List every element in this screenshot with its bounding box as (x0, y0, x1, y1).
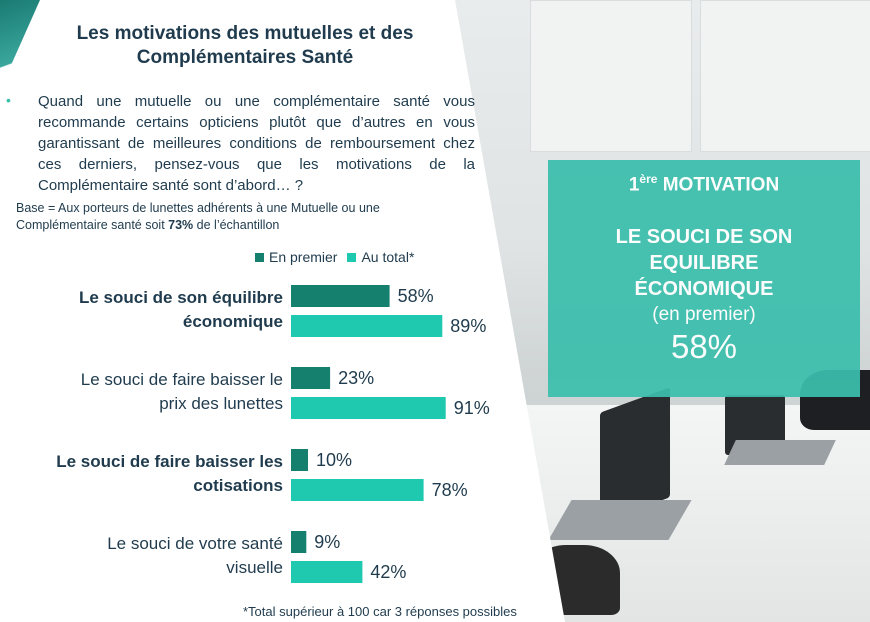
question-text: Quand une mutuelle ou une complémentaire… (38, 93, 475, 194)
category-label: Le souci de votre santé (107, 534, 283, 553)
chart-legend: En premier Au total* (255, 249, 414, 265)
base-note: Base = Aux porteurs de lunettes adhérent… (16, 200, 466, 234)
category-label: prix des lunettes (159, 394, 283, 413)
legend-item-en-premier: En premier (255, 249, 337, 265)
base-suffix: de l’échantillon (193, 218, 280, 232)
highlight-box: 1ère MOTIVATION LE SOUCI DE SON EQUILIBR… (548, 160, 860, 397)
box-value: 58% (670, 328, 738, 366)
data-label: 10% (316, 450, 352, 470)
category-label: Le souci de faire baisser les (56, 452, 283, 471)
legend-label: En premier (269, 249, 338, 265)
bar-au-total (291, 315, 443, 337)
footnote: *Total supérieur à 100 car 3 réponses po… (243, 604, 517, 619)
bar-au-total (291, 561, 363, 583)
box-rank: 1ère MOTIVATION (628, 172, 780, 196)
bullet-icon: • (6, 92, 11, 108)
wall-panel (700, 0, 870, 152)
bar-en-premier (291, 285, 390, 307)
legend-swatch-light (347, 252, 357, 262)
wall-panel (530, 0, 692, 152)
laptop-base (724, 440, 836, 465)
data-label: 9% (314, 532, 340, 552)
base-pct: 73% (168, 218, 194, 232)
data-label: 91% (454, 398, 490, 418)
legend-label: Au total* (361, 249, 415, 265)
data-label: 23% (338, 368, 374, 388)
category-label: économique (183, 312, 283, 331)
category-label: Le souci de son équilibre (79, 288, 283, 307)
legend-swatch-dark (255, 252, 264, 262)
category-label: visuelle (226, 558, 283, 577)
category-label: Le souci de faire baisser le (81, 370, 283, 389)
bar-en-premier (291, 367, 331, 389)
box-qualifier: (en premier) (652, 304, 756, 326)
bar-en-premier (291, 531, 307, 553)
data-label: 42% (370, 562, 406, 582)
bar-en-premier (291, 449, 308, 471)
box-headline: LE SOUCI DE SON EQUILIBRE ÉCONOMIQUE (615, 226, 793, 301)
page-title: Les motivations des mutuelles et des Com… (76, 23, 414, 68)
laptop-base (548, 500, 692, 540)
base-prefix: Base = Aux porteurs de lunettes adhérent… (16, 201, 380, 232)
data-label: 89% (450, 316, 486, 336)
data-label: 58% (398, 286, 434, 306)
bar-au-total (291, 479, 424, 501)
category-label: cotisations (193, 476, 283, 495)
bar-chart: Le souci de son équilibre économique 58% 89… (56, 285, 490, 583)
legend-item-au-total: Au total* (347, 249, 414, 265)
bar-au-total (291, 397, 446, 419)
data-label: 78% (432, 480, 468, 500)
